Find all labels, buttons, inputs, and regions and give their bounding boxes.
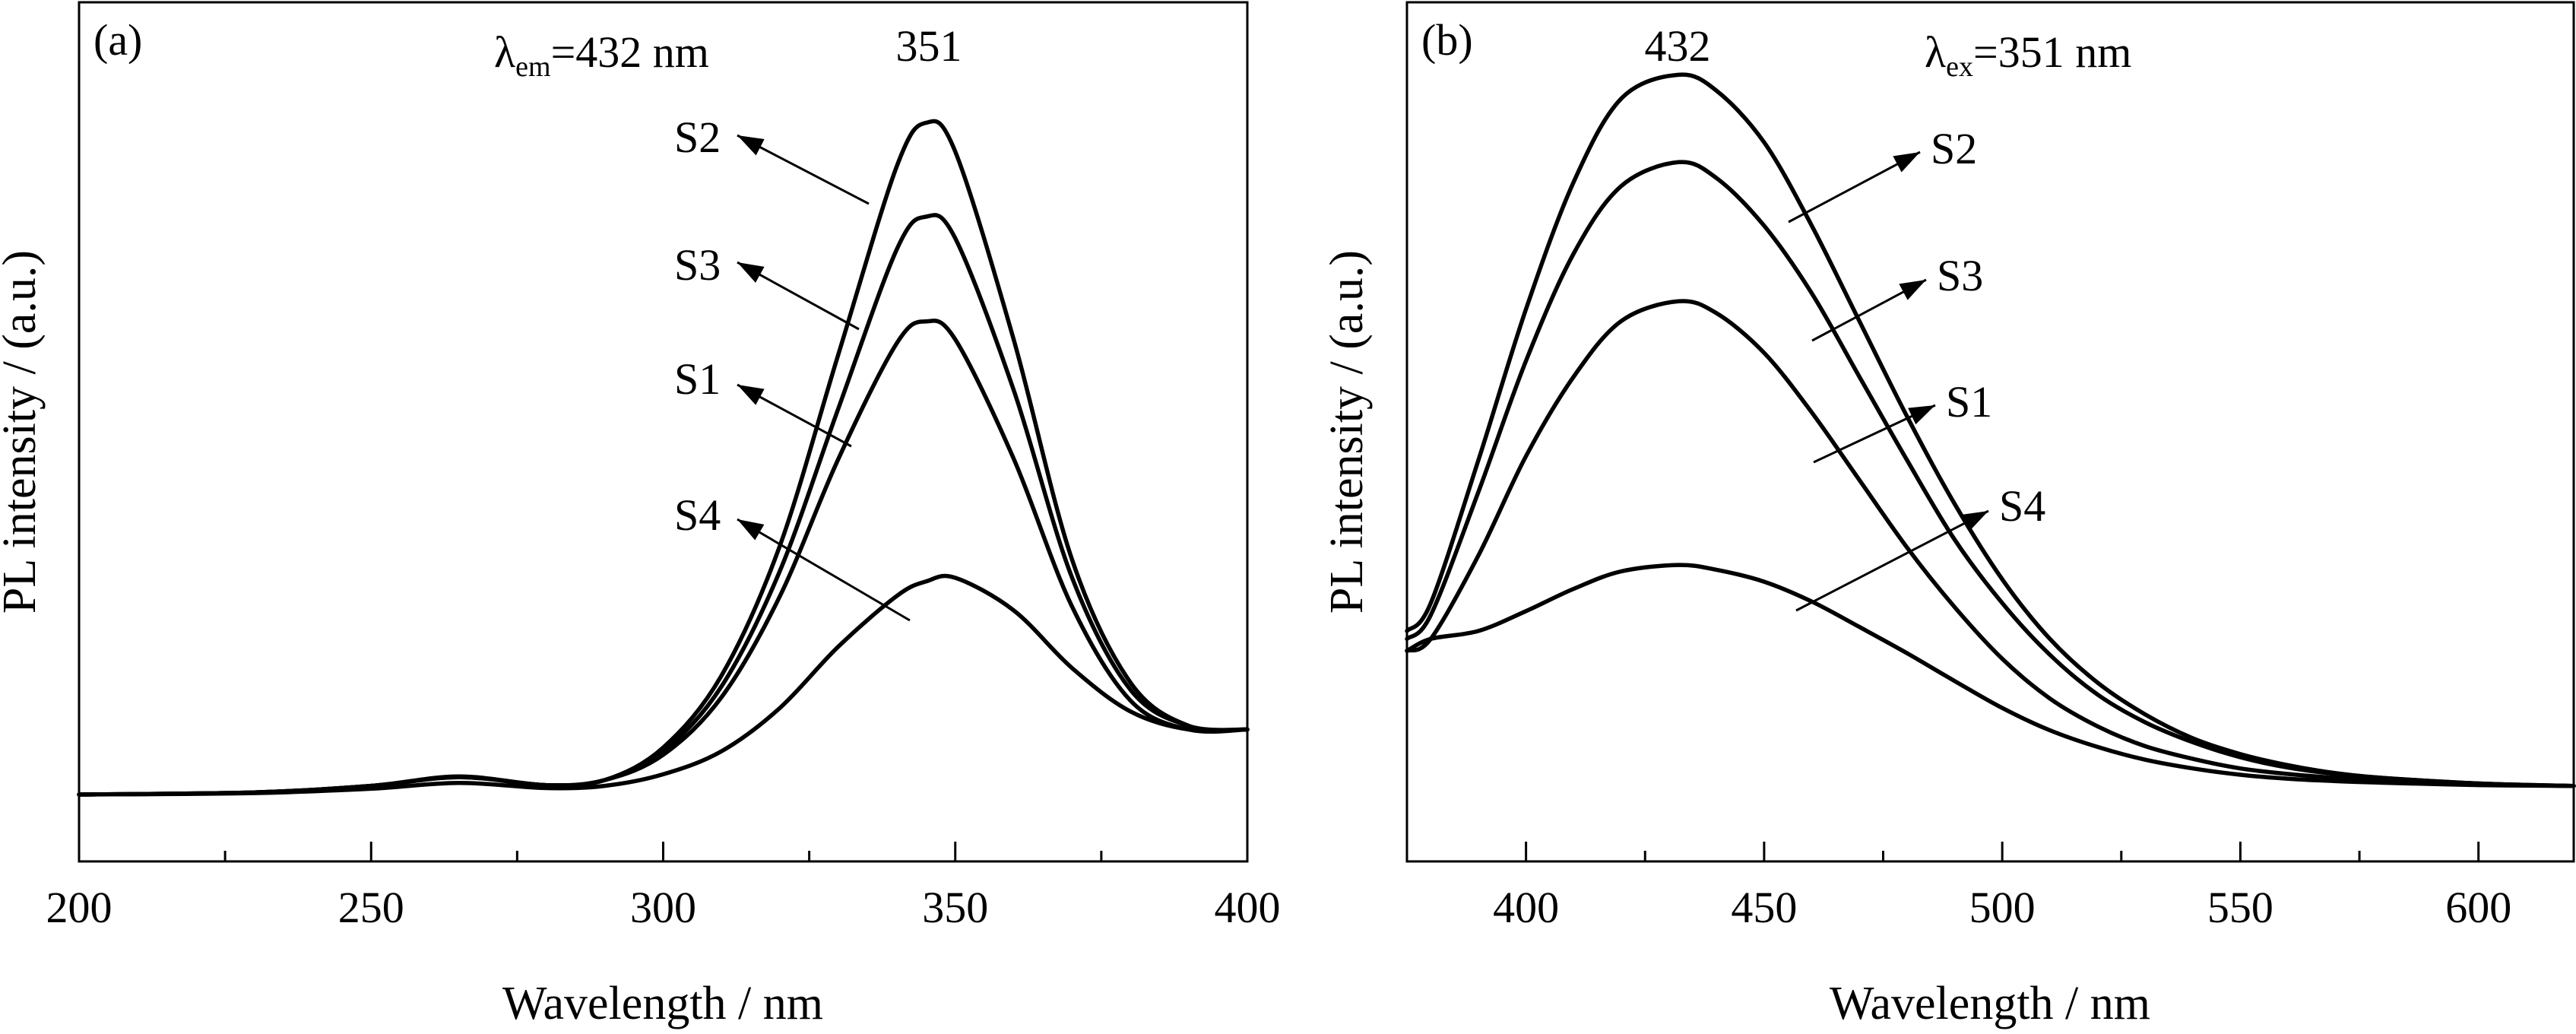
panel-a-series-labels: S2 S3 S1 S4: [674, 113, 911, 622]
series-arrowhead-s2: [737, 135, 765, 156]
panel-b-emission-spectra: (b) λex=351 nm 432 400 450 500 550 600 S2S3S…: [1321, 1, 2576, 1029]
panel-a-y-axis-title: PL intensity / (a.u.): [0, 250, 46, 614]
panel-a-x-axis: 200 250 300 350 400: [46, 842, 1281, 932]
series-label-s4: S4: [674, 490, 721, 540]
panel-b-plot-frame: [1405, 1, 2575, 863]
panel-a-label: (a): [93, 15, 142, 65]
panel-b-x-axis-title: Wavelength / nm: [1830, 978, 2150, 1029]
panel-b-peak-label: 432: [1645, 21, 1711, 71]
series-label-s1: S1: [674, 354, 721, 404]
panel-b-label: (b): [1421, 15, 1473, 65]
series-label-s2: S2: [1931, 124, 1977, 173]
panel-a-excitation-spectra: (a) λem=432 nm 351 200 250 300 350 400 S2S3S…: [0, 1, 1281, 1029]
x-tick-label: 550: [2207, 883, 2273, 932]
series-arrowhead-s1: [1908, 405, 1935, 425]
series-arrow-s4: [737, 518, 911, 622]
series-arrowhead-s4: [1961, 511, 1988, 531]
series-line-s4: [1405, 563, 2576, 788]
panel-b-curves: [1405, 72, 2576, 788]
panel-a-x-axis-title: Wavelength / nm: [502, 978, 823, 1029]
series-label-s3: S3: [674, 240, 721, 290]
x-tick-label: 300: [630, 883, 696, 932]
series-arrowhead-s3: [1899, 280, 1926, 300]
series-line-s1: [77, 319, 1250, 797]
series-line-s3: [1405, 160, 2576, 788]
series-arrowhead-s4: [737, 519, 765, 541]
panel-b-series-labels: S2 S3 S1 S4: [1788, 124, 2045, 612]
panel-a-curves: [77, 119, 1250, 797]
panel-a-plot-frame: [78, 1, 1249, 863]
series-line-s3: [77, 213, 1250, 797]
series-label-s4: S4: [1999, 481, 2045, 531]
series-arrowhead-s3: [737, 262, 765, 283]
panel-b-x-axis: 400 450 500 550 600: [1405, 842, 2511, 932]
series-arrowhead-s1: [737, 385, 765, 405]
series-line-s2: [77, 119, 1250, 797]
series-line-s2: [1405, 72, 2576, 788]
x-tick-label: 250: [338, 883, 404, 932]
x-tick-label: 200: [46, 883, 112, 932]
panel-b-lambda-ex-annotation: λex=351 nm: [1925, 27, 2131, 83]
panel-b-y-axis-title: PL intensity / (a.u.): [1321, 250, 1373, 614]
panel-a-peak-label: 351: [896, 21, 962, 71]
x-tick-label: 350: [922, 883, 988, 932]
series-label-s2: S2: [674, 113, 721, 162]
x-tick-label: 450: [1731, 883, 1797, 932]
series-label-s1: S1: [1946, 377, 1992, 427]
x-tick-label: 500: [1969, 883, 2036, 932]
series-arrow-s4: [1795, 509, 1989, 612]
x-tick-label: 400: [1493, 883, 1559, 932]
series-arrowhead-s2: [1893, 152, 1920, 173]
series-line-s1: [1405, 299, 2576, 788]
series-label-s3: S3: [1937, 251, 1983, 300]
x-tick-label: 400: [1215, 883, 1281, 932]
x-tick-label: 600: [2445, 883, 2511, 932]
panel-a-lambda-em-annotation: λem=432 nm: [494, 27, 709, 83]
series-line-s4: [77, 573, 1250, 797]
